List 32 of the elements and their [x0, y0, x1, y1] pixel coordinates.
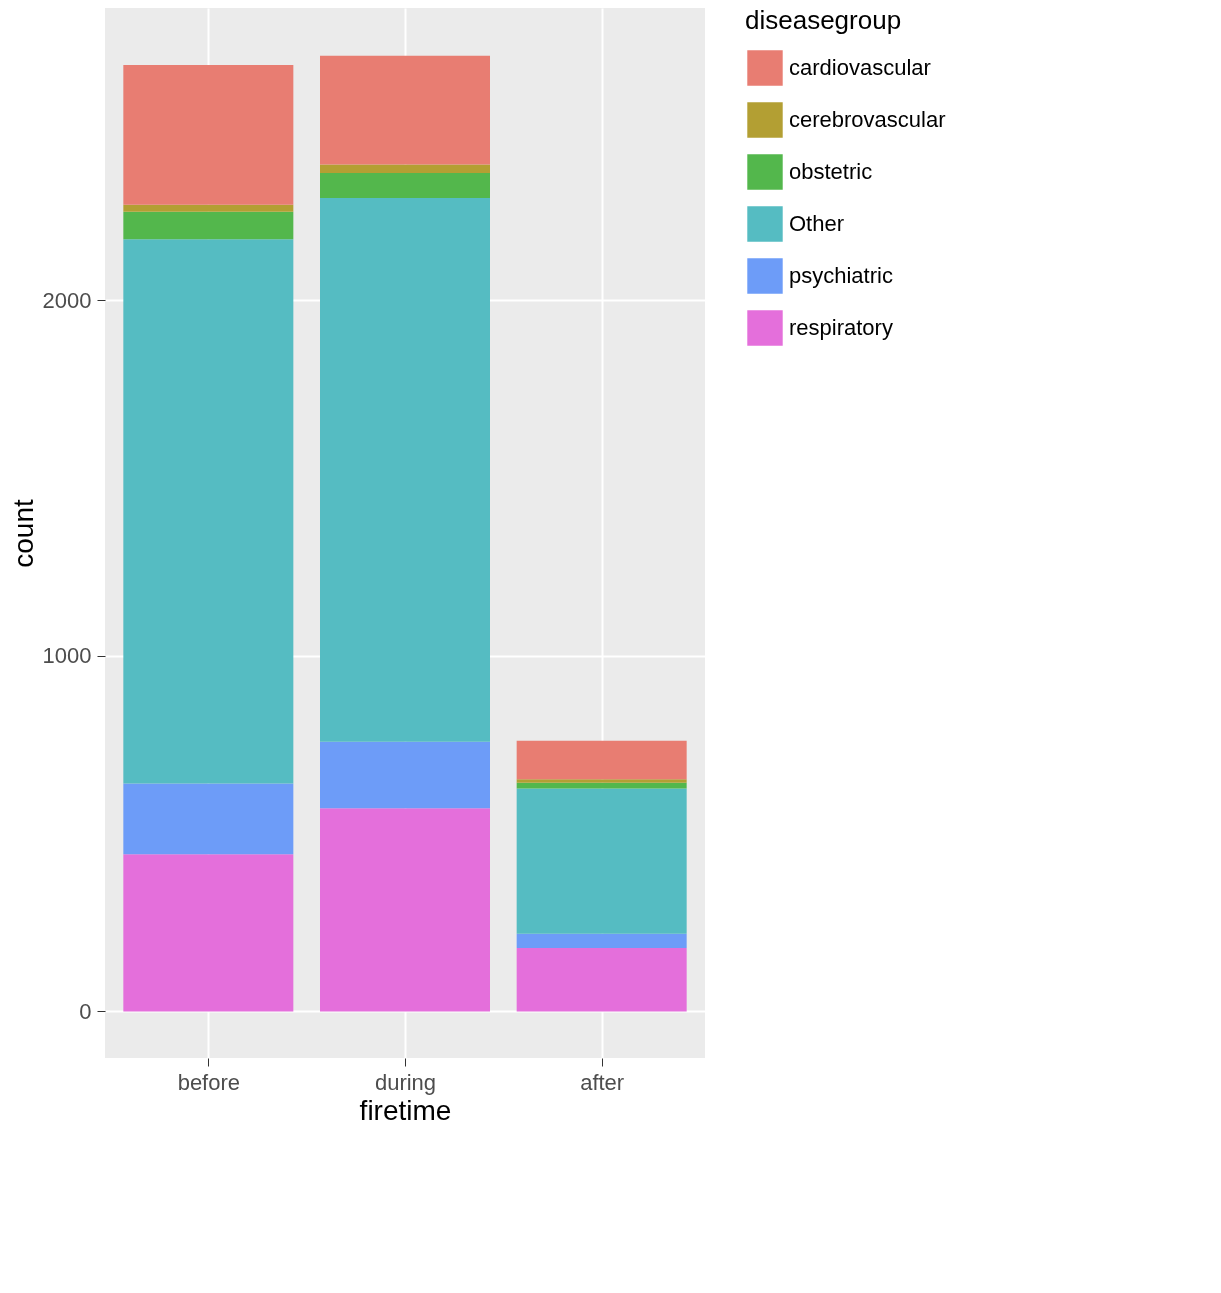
bar [320, 741, 490, 809]
bar [123, 239, 294, 784]
x-tick-label: during [374, 1069, 437, 1095]
bar [123, 204, 294, 212]
bar [123, 783, 294, 855]
x-tick-label: after [580, 1069, 625, 1095]
bar [516, 948, 687, 1012]
legend-title: diseasegroup [745, 5, 902, 35]
bar [320, 164, 490, 174]
x-axis-title: firetime [359, 1094, 452, 1126]
legend-label: psychiatric [789, 263, 893, 288]
bar [320, 808, 490, 1012]
y-tick-label: 1000 [42, 643, 92, 669]
bar [123, 211, 294, 240]
bar [123, 64, 294, 205]
bar [320, 173, 490, 198]
legend-label: cerebrovascular [789, 107, 946, 132]
bar [516, 779, 687, 783]
legend-label: Other [789, 211, 845, 236]
bar [516, 740, 687, 780]
legend-label: obstetric [789, 159, 873, 184]
y-tick-label: 0 [79, 998, 92, 1024]
bar [516, 933, 687, 949]
bar [516, 788, 687, 934]
legend-label: respiratory [789, 315, 893, 340]
bar [123, 854, 294, 1012]
y-axis-title: count [7, 499, 39, 568]
legend-label: cardiovascular [789, 55, 931, 80]
bar [320, 197, 490, 742]
y-tick-label: 2000 [42, 287, 92, 313]
x-tick-label: before [177, 1069, 241, 1095]
bar [320, 55, 490, 165]
